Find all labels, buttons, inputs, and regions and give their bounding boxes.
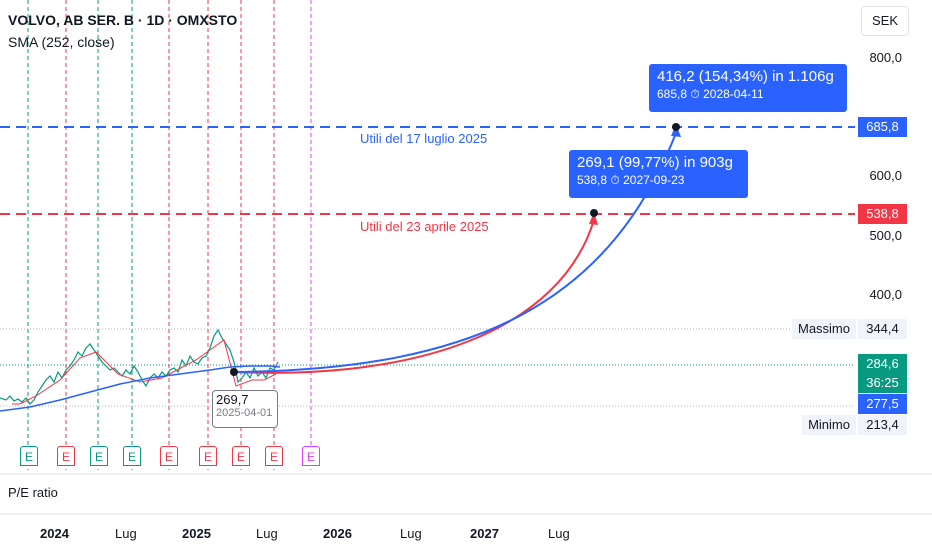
countdown-badge: 36:25 xyxy=(858,373,907,393)
earnings-marker[interactable]: E xyxy=(199,446,217,466)
sma-legend[interactable]: SMA (252, close) xyxy=(8,34,115,50)
x-axis-label: Lug xyxy=(548,526,570,541)
max-value: 344,4 xyxy=(858,319,907,339)
earnings-marker[interactable]: E xyxy=(160,446,178,466)
target-high-dot[interactable] xyxy=(672,123,680,131)
earnings-marker[interactable]: E xyxy=(57,446,75,466)
max-label: Massimo xyxy=(791,319,856,339)
projection-high-meta: 685,8 ⏱ 2028-04-11 xyxy=(657,86,839,102)
projection-low-title: 269,1 (99,77%) in 903g xyxy=(577,154,733,171)
sma-line xyxy=(0,365,281,412)
earnings-line-label-high: Utili del 17 luglio 2025 xyxy=(360,131,488,146)
x-axis-label: 2024 xyxy=(40,526,69,541)
x-axis-label: Lug xyxy=(115,526,137,541)
sma-value-badge: 277,5 xyxy=(858,394,907,414)
y-tick: 400,0 xyxy=(869,287,902,302)
y-tick: 800,0 xyxy=(869,50,902,65)
start-point-label: 269,7 2025-04-01 xyxy=(212,390,278,428)
target-low-badge: 538,8 xyxy=(858,204,907,224)
projection-high-price: 685,8 xyxy=(657,87,688,101)
projection-low-price: 538,8 xyxy=(577,173,608,187)
x-axis-label: 2027 xyxy=(470,526,499,541)
projection-high-date: 2028-04-11 xyxy=(703,87,764,101)
clock-icon: ⏱ xyxy=(610,173,620,187)
min-label: Minimo xyxy=(802,415,856,435)
x-axis-label: Lug xyxy=(256,526,278,541)
x-axis-label: Lug xyxy=(400,526,422,541)
y-tick: 500,0 xyxy=(869,228,902,243)
projection-box-low[interactable]: 269,1 (99,77%) in 903g 538,8 ⏱ 2027-09-2… xyxy=(569,150,748,198)
symbol-title[interactable]: VOLVO, AB SER. B · 1D · OMXSTO xyxy=(8,12,238,28)
target-high-badge: 685,8 xyxy=(858,117,907,137)
projection-box-high[interactable]: 416,2 (154,34%) in 1.106g 685,8 ⏱ 2028-0… xyxy=(649,64,847,112)
earnings-marker[interactable]: E xyxy=(123,446,141,466)
start-point-price: 269,7 xyxy=(216,392,249,407)
arrowhead-low xyxy=(589,212,598,225)
earnings-marker[interactable]: E xyxy=(265,446,283,466)
projection-low-date: 2027-09-23 xyxy=(623,173,685,187)
currency-selector[interactable]: SEK xyxy=(861,6,909,36)
earnings-marker[interactable]: E xyxy=(20,446,38,466)
price-series xyxy=(0,328,279,405)
start-point-date: 2025-04-01 xyxy=(216,407,273,419)
target-low-dot[interactable] xyxy=(590,209,598,217)
projection-high-title: 416,2 (154,34%) in 1.106g xyxy=(657,68,834,85)
x-axis-label: 2025 xyxy=(182,526,211,541)
start-point-dot[interactable] xyxy=(230,368,238,376)
projection-curve-low[interactable] xyxy=(233,219,595,374)
earnings-marker[interactable]: E xyxy=(90,446,108,466)
earnings-guide-lines xyxy=(27,0,312,470)
earnings-marker[interactable]: E xyxy=(232,446,250,466)
earnings-marker-future[interactable]: E xyxy=(302,446,320,466)
clock-icon: ⏱ xyxy=(690,87,700,101)
pe-ratio-pane-label[interactable]: P/E ratio xyxy=(8,485,58,500)
current-price-badge: 284,6 xyxy=(858,354,907,374)
x-axis-label: 2026 xyxy=(323,526,352,541)
earnings-line-label-low: Utili del 23 aprile 2025 xyxy=(360,219,489,234)
y-tick: 600,0 xyxy=(869,168,902,183)
min-value: 213,4 xyxy=(858,415,907,435)
projection-low-meta: 538,8 ⏱ 2027-09-23 xyxy=(577,172,740,188)
